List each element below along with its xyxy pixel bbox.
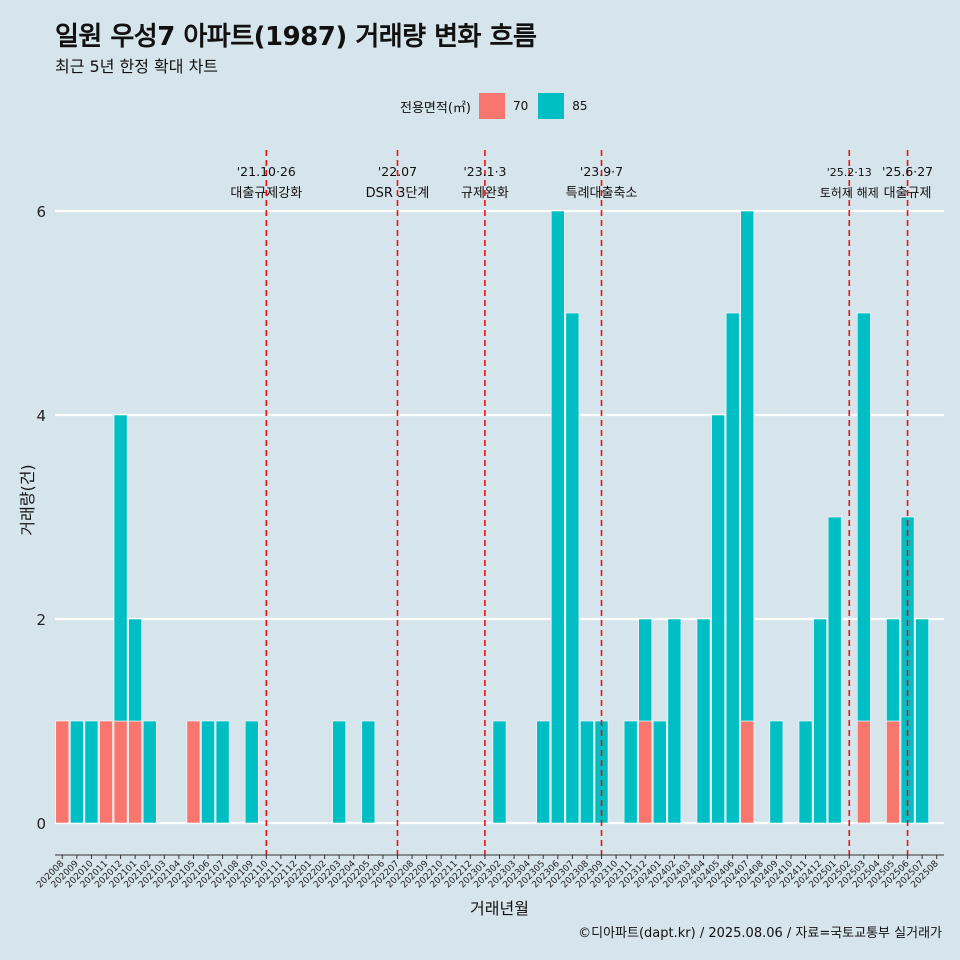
legend-label-85: 85 — [572, 99, 588, 113]
bar-85-202302 — [492, 720, 507, 824]
bar-85-202505 — [886, 618, 900, 722]
bar-85-202307 — [565, 312, 580, 824]
event-label-4: 토허제 해제 — [820, 186, 879, 200]
bar-85-202501 — [827, 516, 842, 824]
bar-85-202102 — [142, 720, 157, 824]
bar-85-202107 — [215, 720, 230, 824]
event-label-2: 규제완화 — [461, 186, 509, 201]
bar-85-202411 — [798, 720, 813, 824]
legend-item-85: 85 — [538, 93, 588, 119]
bar-70-202407 — [740, 720, 755, 824]
bar-85-202503 — [856, 312, 871, 722]
bar-85-202203 — [332, 720, 347, 824]
event-date-5: '25.6·27 — [882, 164, 933, 179]
legend-title: 전용면적(㎡) — [400, 100, 471, 116]
bar-85-202412 — [813, 618, 827, 824]
bar-85-202402 — [667, 618, 682, 824]
bar-85-202010 — [84, 720, 99, 824]
bar-85-202305 — [536, 720, 551, 824]
bar-85-202308 — [580, 720, 594, 824]
y-tick-label: 0 — [36, 815, 46, 833]
bar-85-202405 — [711, 414, 725, 824]
event-label-1: DSR 3단계 — [366, 186, 430, 201]
bar-70-202105 — [186, 720, 201, 824]
event-date-4: '25.2·13 — [827, 166, 872, 179]
event-date-2: '23.1·3 — [463, 164, 506, 179]
event-label-3: 특례대출축소 — [566, 186, 638, 201]
y-axis-title: 거래량(건) — [18, 464, 37, 535]
event-label-5: 대출규제 — [884, 186, 932, 201]
bar-85-202109 — [244, 720, 259, 824]
bar-85-202401 — [652, 720, 667, 824]
bar-85-202312 — [638, 618, 653, 722]
bar-70-202011 — [99, 720, 113, 824]
bar-85-202404 — [696, 618, 711, 824]
event-label-0: 대출규제강화 — [230, 186, 302, 201]
y-tick-label: 2 — [36, 611, 46, 629]
legend-swatch-70 — [478, 93, 505, 119]
bar-70-202012 — [113, 720, 128, 824]
event-date-1: '22.07 — [378, 164, 417, 179]
bar-85-202409 — [769, 720, 784, 824]
source-caption: ©디아파트(dapt.kr) / 2025.08.06 / 자료=국토교통부 실… — [578, 926, 942, 941]
y-tick-label: 6 — [36, 203, 46, 221]
bar-85-202406 — [725, 312, 740, 824]
legend: 전용면적(㎡) 70 85 — [400, 93, 598, 119]
bar-85-202507 — [915, 618, 929, 824]
event-date-0: '21.10·26 — [237, 164, 296, 179]
event-date-3: '23.9·7 — [580, 164, 623, 179]
bar-85-202106 — [201, 720, 215, 824]
bar-85-202205 — [361, 720, 376, 824]
bar-70-202312 — [638, 720, 653, 824]
bar-70-202101 — [128, 720, 143, 824]
bar-85-202306 — [550, 210, 565, 824]
bar-70-202008 — [55, 720, 70, 824]
chart-title: 일원 우성7 아파트(1987) 거래량 변화 흐름 — [55, 22, 537, 52]
bar-85-202101 — [128, 618, 143, 722]
bar-70-202503 — [856, 720, 871, 824]
legend-label-70: 70 — [512, 99, 529, 113]
bar-85-202407 — [740, 210, 755, 722]
legend-item-70: 70 — [478, 93, 529, 119]
chart-subtitle: 최근 5년 한정 확대 차트 — [55, 57, 219, 76]
bar-70-202505 — [886, 720, 900, 824]
bar-85-202012 — [113, 414, 128, 722]
bar-85-202009 — [70, 720, 84, 824]
x-axis-title: 거래년월 — [470, 899, 529, 918]
y-tick-label: 4 — [36, 407, 46, 425]
legend-swatch-85 — [538, 93, 565, 119]
bar-85-202311 — [623, 720, 638, 824]
